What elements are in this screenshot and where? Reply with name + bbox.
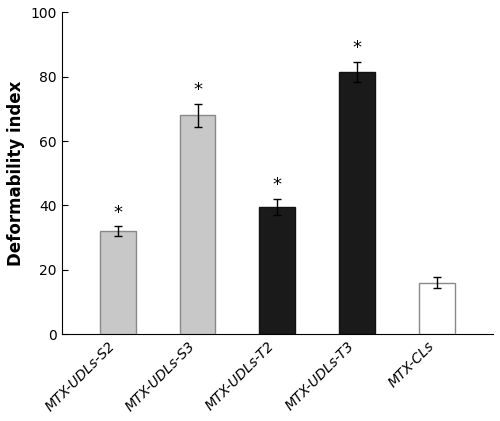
Y-axis label: Deformability index: Deformability index	[7, 80, 25, 266]
Bar	[100, 231, 136, 334]
Text: *: *	[273, 176, 282, 194]
Text: *: *	[193, 81, 202, 99]
Text: *: *	[353, 40, 362, 58]
Text: *: *	[113, 204, 122, 221]
Bar	[419, 282, 455, 334]
Bar	[260, 207, 296, 334]
Bar	[180, 115, 216, 334]
Bar	[340, 72, 375, 334]
